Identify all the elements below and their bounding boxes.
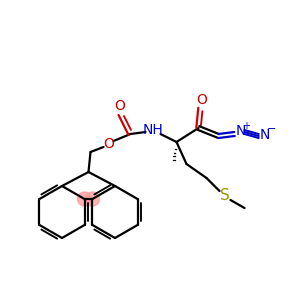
Text: N: N <box>235 124 246 138</box>
Text: N: N <box>259 128 270 142</box>
Text: +: + <box>242 121 250 131</box>
Circle shape <box>77 192 92 206</box>
Text: O: O <box>114 99 125 113</box>
Text: NH: NH <box>142 123 163 137</box>
Text: −: − <box>267 124 276 134</box>
Text: O: O <box>103 137 114 151</box>
Text: O: O <box>196 93 207 107</box>
Text: S: S <box>220 188 230 203</box>
Circle shape <box>85 192 100 206</box>
